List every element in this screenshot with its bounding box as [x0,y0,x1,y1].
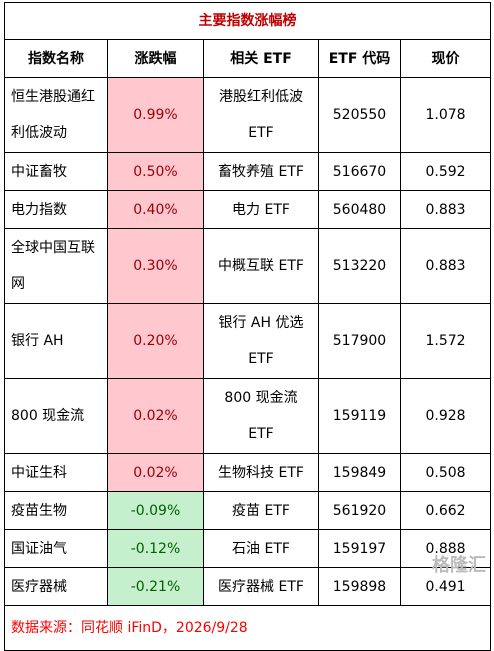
index-name: 中证生科 [4,453,108,492]
data-row: 中证畜牧 0.50% 畜牧养殖 ETF 516670 0.592 [4,152,492,191]
data-row: 800 现金流 0.02% 800 现金流 ETF 159119 0.928 [4,378,492,454]
data-row: 电力指数 0.40% 电力 ETF 560480 0.883 [4,190,492,229]
header-cell: 相关 ETF [203,39,319,78]
etf-code: 159898 [318,567,401,606]
price: 0.883 [399,190,492,229]
etf-name: 港股红利低波ETF [203,77,319,153]
price: 0.662 [399,491,492,530]
price: 0.883 [399,228,492,304]
price: 1.078 [399,77,492,153]
etf-code: 516670 [318,152,401,191]
price: 0.888 [399,529,492,568]
index-name: 疫苗生物 [4,491,108,530]
etf-name: 银行 AH 优选 ETF [203,303,319,379]
index-name: 银行 AH [4,303,108,379]
etf-code: 517900 [318,303,401,379]
title-row: 主要指数涨幅榜 [3,2,492,40]
header-cell: 现价 [399,39,492,78]
etf-code: 159849 [318,453,401,492]
etf-code: 560480 [318,190,401,229]
price: 1.572 [399,303,492,379]
change-cell: 0.30% [107,228,204,304]
header-cell: 涨跌幅 [107,39,204,78]
index-table: 主要指数涨幅榜 指数名称 涨跌幅 相关 ETF ETF 代码 现价 恒生港股通红利低波动 0… [3,2,492,651]
etf-name: 疫苗 ETF [203,491,319,530]
etf-name: 医疗器械 ETF [203,567,319,606]
header-cell: ETF 代码 [318,39,401,78]
header-cell: 指数名称 [4,39,108,78]
index-name: 国证油气 [4,529,108,568]
price: 0.592 [399,152,492,191]
etf-name: 石油 ETF [203,529,319,568]
index-name: 全球中国互联网 [4,228,108,304]
header-row: 指数名称 涨跌幅 相关 ETF ETF 代码 现价 [4,39,492,78]
change-cell: 0.99% [107,77,204,153]
index-name: 医疗器械 [4,567,108,606]
etf-name: 电力 ETF [203,190,319,229]
price: 0.508 [399,453,492,492]
index-name: 电力指数 [4,190,108,229]
change-cell: -0.12% [107,529,204,568]
data-row: 恒生港股通红利低波动 0.99% 港股红利低波ETF 520550 1.078 [4,77,492,153]
data-row: 国证油气 -0.12% 石油 ETF 159197 0.888 [4,529,492,568]
data-row: 疫苗生物 -0.09% 疫苗 ETF 561920 0.662 [4,491,492,530]
etf-name: 生物科技 ETF [203,453,319,492]
data-row: 医疗器械 -0.21% 医疗器械 ETF 159898 0.491 [4,567,492,606]
data-row: 银行 AH 0.20% 银行 AH 优选 ETF 517900 1.572 [4,303,492,379]
change-cell: 0.02% [107,453,204,492]
data-row: 全球中国互联网 0.30% 中概互联 ETF 513220 0.883 [4,228,492,304]
etf-code: 159119 [318,378,401,454]
index-name: 恒生港股通红利低波动 [4,77,108,153]
page: 主要指数涨幅榜 指数名称 涨跌幅 相关 ETF ETF 代码 现价 恒生港股通红利低波动 0… [3,2,492,651]
change-cell: 0.20% [107,303,204,379]
data-row: 中证生科 0.02% 生物科技 ETF 159849 0.508 [4,453,492,492]
change-cell: -0.21% [107,567,204,606]
etf-name: 800 现金流 ETF [203,378,319,454]
etf-code: 513220 [318,228,401,304]
change-cell: 0.50% [107,152,204,191]
index-name: 800 现金流 [4,378,108,454]
etf-code: 520550 [318,77,401,153]
etf-name: 中概互联 ETF [203,228,319,304]
footer-row: 数据来源：同花顺 iFinD，2026/9/28 [3,605,492,651]
etf-code: 159197 [318,529,401,568]
change-cell: 0.40% [107,190,204,229]
source-note: 数据来源：同花顺 iFinD，2026/9/28 [3,605,492,651]
change-cell: -0.09% [107,491,204,530]
change-cell: 0.02% [107,378,204,454]
watermark: 格隆汇 [432,555,486,576]
index-name: 中证畜牧 [4,152,108,191]
table-title: 主要指数涨幅榜 [3,2,492,40]
price: 0.928 [399,378,492,454]
etf-name: 畜牧养殖 ETF [203,152,319,191]
etf-code: 561920 [318,491,401,530]
